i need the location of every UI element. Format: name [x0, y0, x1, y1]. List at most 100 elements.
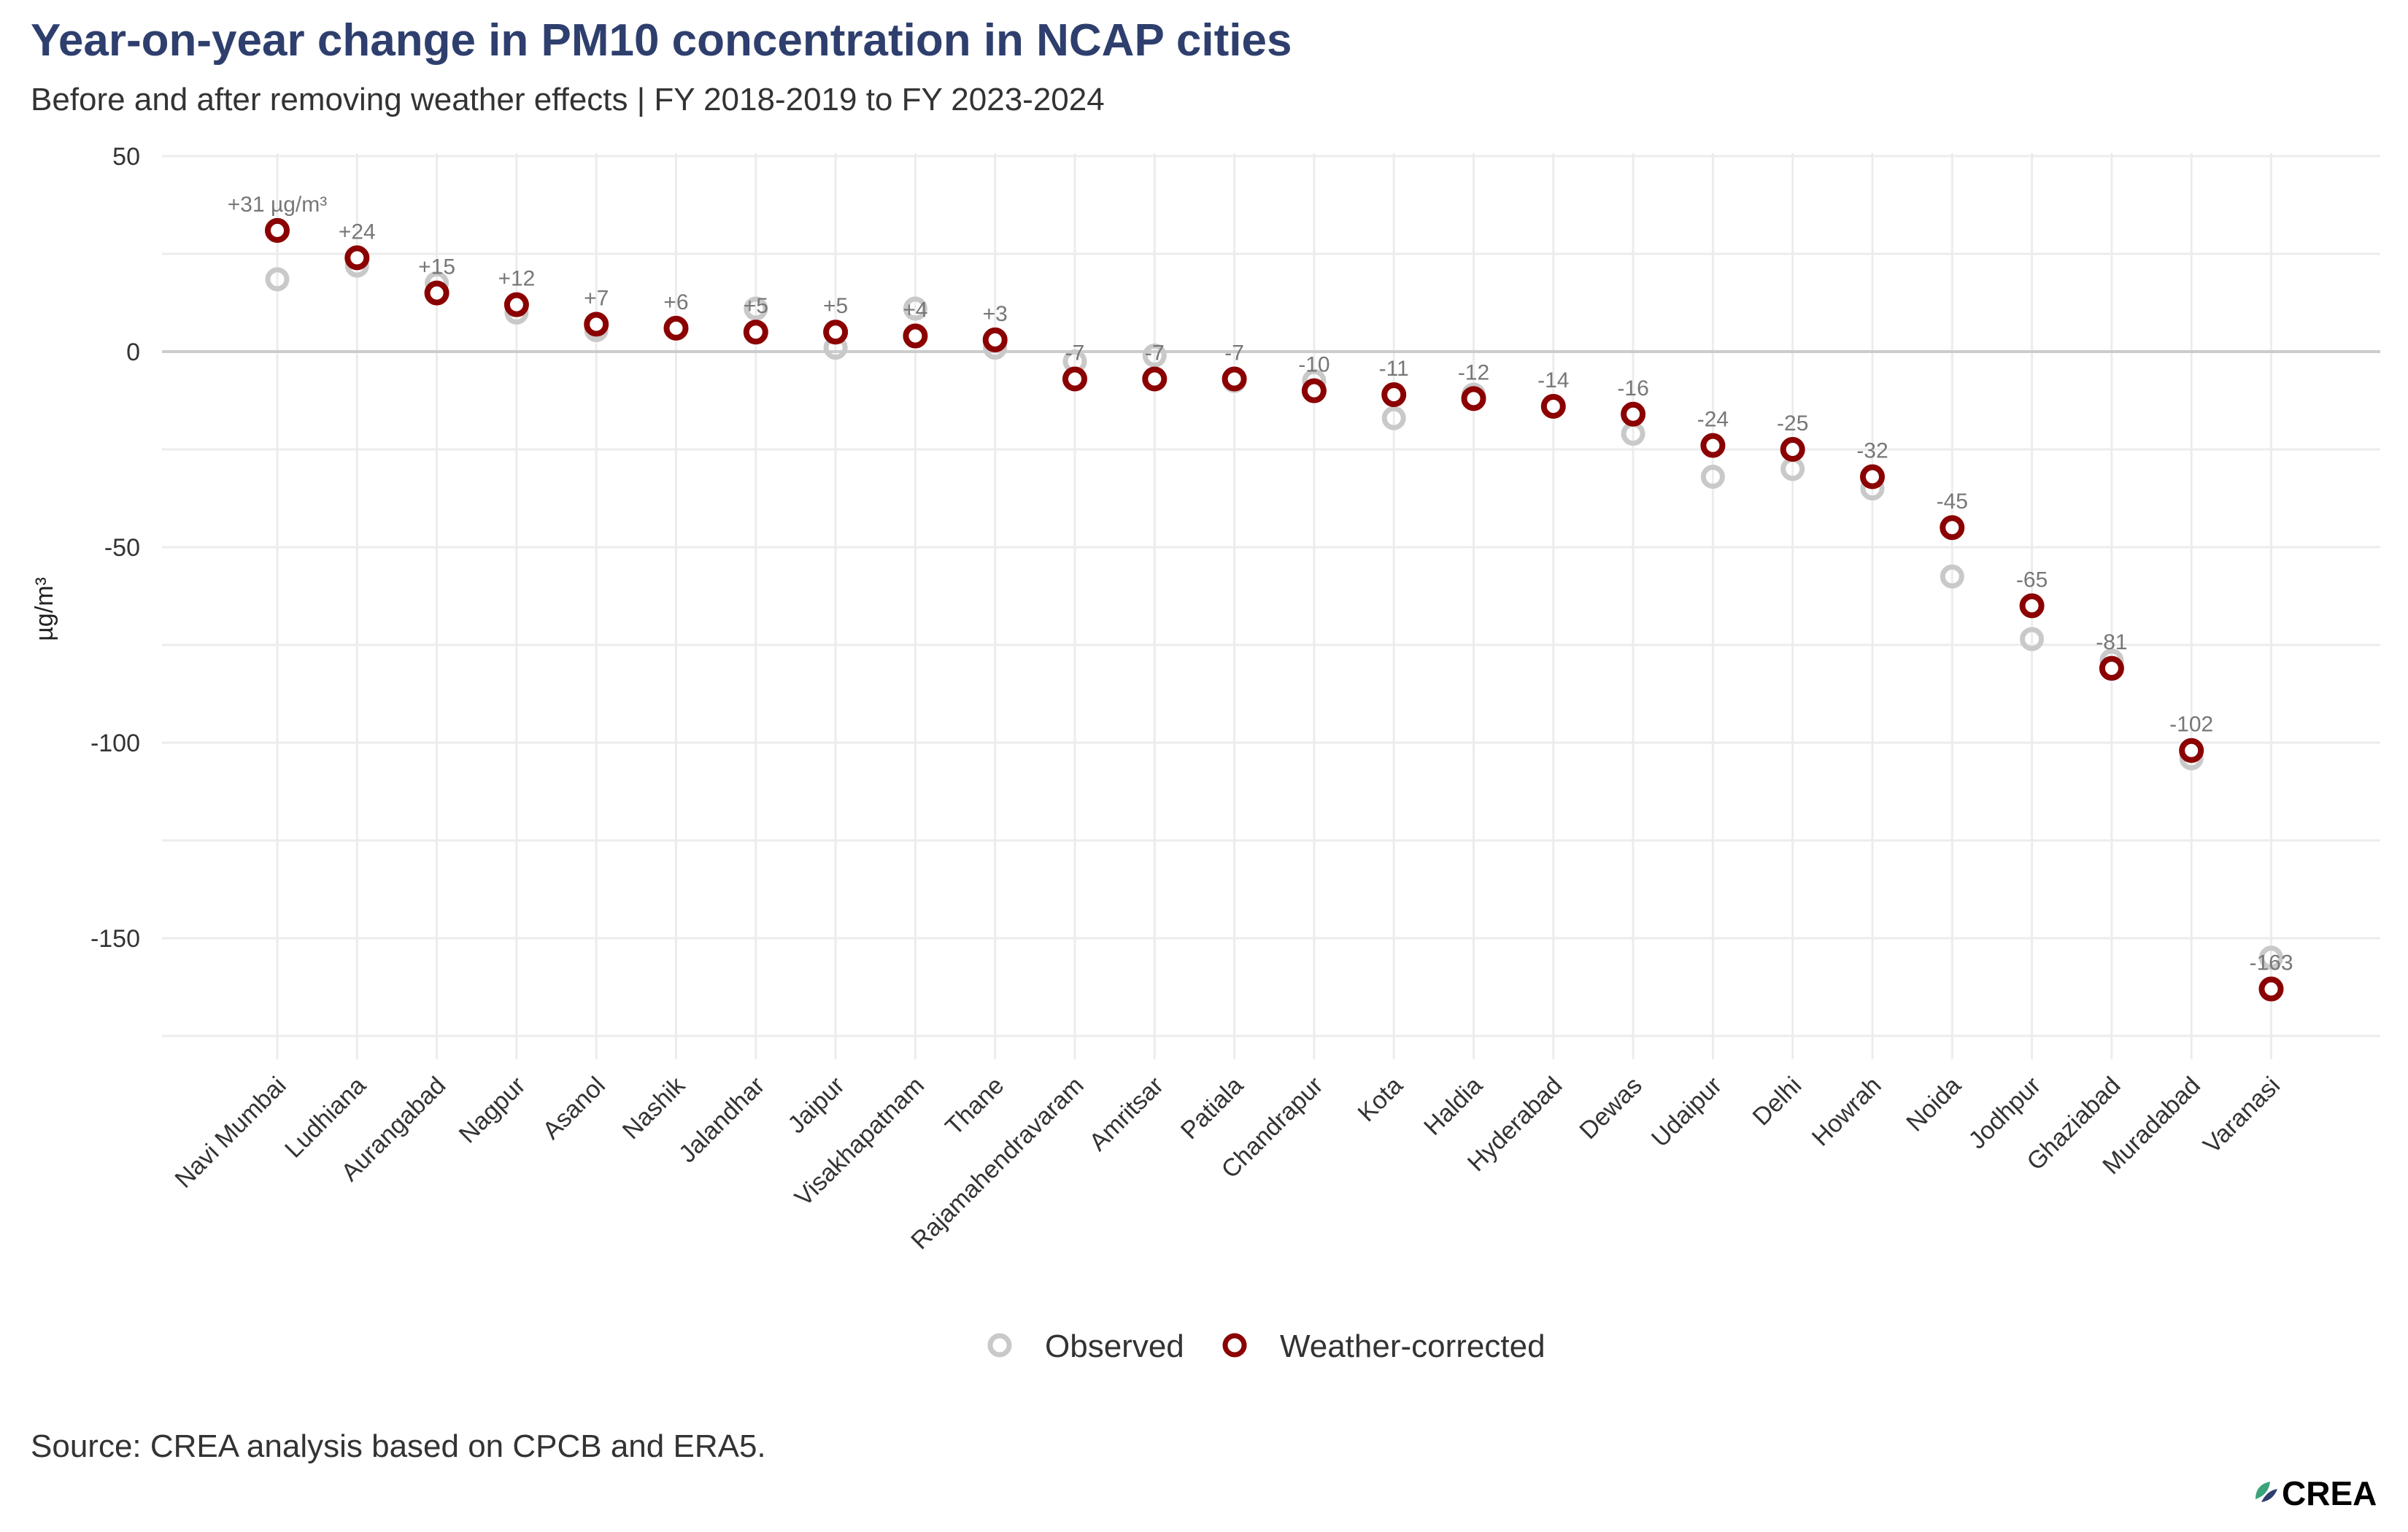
data-label: -7: [1065, 341, 1085, 365]
observed-point: [1700, 465, 1725, 490]
observed-point: [1142, 343, 1167, 368]
data-label: -10: [1298, 353, 1330, 377]
weather-corrected-point: [424, 280, 449, 306]
x-tick-label: Asanol: [537, 1072, 610, 1145]
y-tick-label: -150: [90, 925, 140, 953]
x-tick-label: Nashik: [617, 1071, 691, 1145]
data-label: -65: [2016, 568, 2048, 592]
crea-logo-text: CREA: [2282, 1474, 2377, 1512]
data-label: +7: [584, 286, 609, 310]
weather-corrected-point: [265, 217, 290, 243]
data-label: +5: [823, 294, 848, 318]
data-label: -11: [1379, 357, 1409, 381]
data-label: +12: [498, 267, 535, 291]
weather-corrected-point: [503, 292, 529, 317]
data-label: -32: [1856, 439, 1888, 463]
weather-corrected-point: [1780, 437, 1805, 462]
weather-corrected-point: [1062, 366, 1087, 392]
observed-point: [1381, 406, 1406, 430]
x-tick-label: Thane: [940, 1072, 1009, 1141]
data-label: +31 µg/m³: [228, 193, 328, 217]
data-label: +24: [339, 220, 376, 244]
data-label: -12: [1458, 360, 1489, 384]
y-tick-label: -50: [104, 534, 140, 562]
weather-corrected-point: [2179, 738, 2204, 763]
chart-title: Year-on-year change in PM10 concentratio…: [31, 15, 1292, 66]
data-label: -102: [2169, 713, 2213, 737]
weather-corrected-point: [982, 327, 1008, 352]
weather-corrected-series: [265, 217, 2284, 1002]
observed-point: [265, 267, 290, 292]
x-tick-label: Navi Mumbai: [170, 1072, 292, 1194]
data-label: +3: [983, 302, 1008, 326]
x-tick-label: Varanasi: [2198, 1072, 2285, 1159]
weather-corrected-point: [2099, 656, 2124, 681]
weather-corrected-point: [2258, 976, 2284, 1002]
data-label: +15: [418, 255, 455, 279]
weather-corrected-point: [903, 323, 928, 349]
data-label: -45: [1937, 490, 1968, 514]
weather-corrected-point: [1621, 401, 1646, 427]
x-tick-label: Amritsar: [1084, 1072, 1169, 1156]
x-tick-label: Dewas: [1574, 1072, 1647, 1145]
data-label: +4: [903, 298, 927, 322]
x-tick-label: Udaipur: [1646, 1072, 1727, 1153]
data-label: -81: [2096, 630, 2127, 654]
weather-corrected-point: [743, 320, 768, 345]
observed-point: [2020, 627, 2045, 651]
weather-corrected-point: [1222, 366, 1247, 392]
x-tick-label: Jaipur: [782, 1072, 849, 1139]
data-labels: +31 µg/m³ +24 +15 +12 +7 +6 +5 +5 +4 +3 -7 -7 -7 -10 -…: [228, 193, 2293, 975]
x-tick-label: Jalandhar: [674, 1072, 770, 1168]
weather-corrected-point: [344, 245, 370, 271]
observed-point: [2259, 945, 2283, 970]
chart-subtitle: Before and after removing weather effect…: [31, 82, 1105, 117]
x-tick-label: Patiala: [1176, 1072, 1249, 1145]
observed-point: [903, 296, 927, 321]
x-tick-label: Noida: [1901, 1072, 1967, 1137]
weather-corrected-point: [1301, 378, 1327, 403]
crea-logo: CREA: [2251, 1470, 2382, 1514]
weather-corrected-point: [2019, 593, 2045, 619]
weather-corrected-point: [1940, 515, 1965, 541]
data-label: -7: [1145, 341, 1165, 365]
weather-corrected-point: [1540, 394, 1566, 419]
y-tick-labels: 50 0 -50 -100 -150: [90, 143, 140, 953]
legend-observed-marker: [987, 1333, 1012, 1358]
x-tick-label: Jodhpur: [1964, 1072, 2047, 1155]
data-label: -14: [1537, 368, 1569, 392]
observed-point: [1940, 564, 1964, 589]
y-tick-label: 50: [112, 143, 140, 171]
weather-corrected-point: [1142, 366, 1168, 392]
x-tick-label: Howrah: [1807, 1072, 1887, 1152]
data-label: +6: [663, 290, 688, 314]
legend-observed-label: Observed: [1045, 1328, 1184, 1364]
legend: Observed Weather-corrected: [987, 1328, 1545, 1364]
weather-corrected-point: [584, 312, 609, 337]
grid-layer: [162, 153, 2380, 1059]
data-label: -16: [1617, 376, 1648, 401]
y-tick-label: 0: [126, 338, 140, 366]
weather-corrected-point: [1461, 386, 1486, 411]
data-label: +5: [744, 294, 768, 318]
x-tick-label: Haldia: [1419, 1072, 1488, 1141]
crea-leaf-icon: [2255, 1482, 2277, 1502]
legend-weather-corrected-marker: [1222, 1333, 1247, 1358]
data-label: -7: [1224, 341, 1244, 365]
weather-corrected-point: [823, 320, 849, 345]
source-note: Source: CREA analysis based on CPCB and …: [31, 1428, 766, 1464]
x-tick-label: Delhi: [1748, 1072, 1807, 1131]
legend-weather-corrected-label: Weather-corrected: [1280, 1328, 1545, 1364]
weather-corrected-point: [1860, 464, 1885, 490]
y-axis-label: µg/m³: [31, 577, 58, 641]
weather-corrected-point: [1700, 433, 1726, 458]
data-label: -24: [1697, 408, 1729, 432]
x-tick-label: Nagpur: [454, 1072, 531, 1149]
weather-corrected-point: [1381, 382, 1407, 407]
weather-corrected-point: [663, 315, 689, 341]
observed-series: [265, 253, 2283, 970]
data-label: -25: [1777, 411, 1808, 436]
x-tick-label: Kota: [1353, 1072, 1408, 1127]
